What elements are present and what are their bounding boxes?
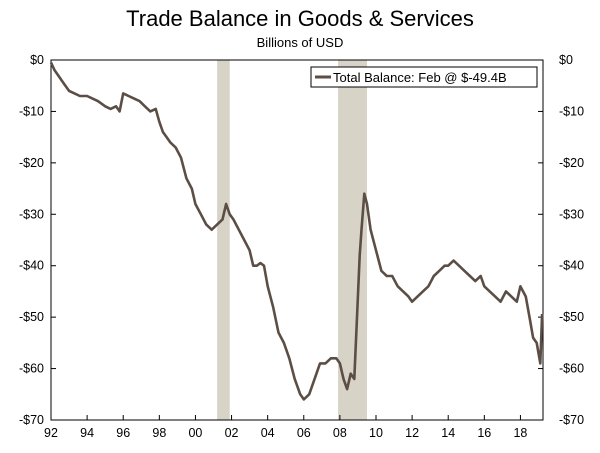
x-tick-label: 02 [225,426,239,440]
y-tick-label-right: -$40 [559,259,584,273]
series-line-1 [49,62,544,401]
x-tick-label: 06 [297,426,311,440]
plot-frame [50,59,544,421]
y-tick-label-right: -$70 [559,413,584,427]
y-tick-label-left: -$70 [19,413,44,427]
y-tick-label-right: -$50 [559,310,584,324]
x-tick-label: 96 [116,426,130,440]
x-tick-label: 08 [333,426,347,440]
recession-band-1 [217,60,230,420]
x-tick-label: 92 [44,426,58,440]
recession-shading-group [217,60,367,420]
y-tick-label-right: -$60 [559,362,584,376]
x-tick-label: 12 [405,426,419,440]
y-tick-label-left: -$20 [19,156,44,170]
x-tick-label: 94 [80,426,94,440]
legend-box [310,66,538,88]
x-tick-label: 18 [513,426,527,440]
y-tick-label-right: -$20 [559,156,584,170]
y-tick-label-left: $0 [30,53,44,67]
legend: Total Balance: Feb @ $-49.4B [310,66,538,88]
chart-title: Trade Balance in Goods & Services [126,6,474,31]
y-tick-label-right: -$10 [559,104,584,118]
y-tick-label-left: -$40 [19,259,44,273]
series-group [49,62,544,401]
y-tick-label-right: $0 [559,53,573,67]
y-tick-label-left: -$30 [19,207,44,221]
legend-label: Total Balance: Feb @ $-49.4B [333,70,507,85]
recession-band-2 [338,60,367,420]
x-tick-label: 00 [188,426,202,440]
y-tick-label-right: -$30 [559,207,584,221]
chart-subtitle: Billions of USD [256,35,344,50]
x-tick-label: 10 [369,426,383,440]
y-tick-label-left: -$50 [19,310,44,324]
x-tick-label: 98 [152,426,166,440]
x-tick-label: 14 [441,426,455,440]
y-tick-label-left: -$10 [19,104,44,118]
y-tick-label-left: -$60 [19,362,44,376]
x-tick-label: 16 [477,426,491,440]
axes-group: $0 $0 -$10 -$10 -$20 -$20 -$30 -$30 -$40 -$40 -$50… [19,53,584,440]
x-tick-label: 04 [261,426,275,440]
